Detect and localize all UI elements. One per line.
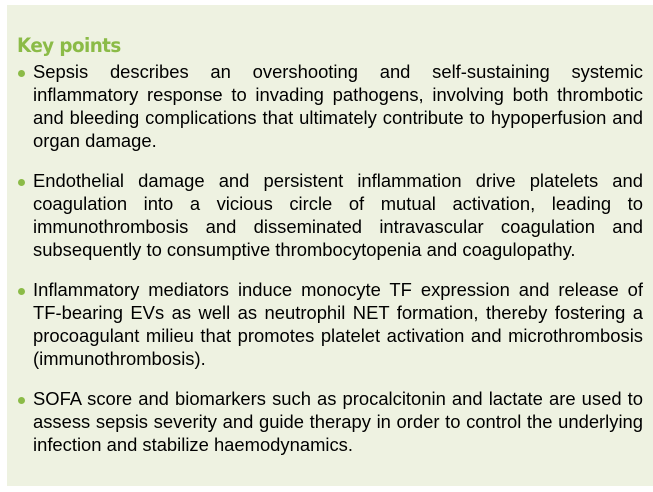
bullet-icon — [18, 179, 25, 186]
key-point-item: SOFA score and biomarkers such as procal… — [17, 387, 643, 456]
key-points-heading: Key points — [17, 34, 121, 57]
key-point-item: Sepsis describes an overshooting and sel… — [17, 60, 643, 152]
key-point-item: Endothelial damage and persistent inflam… — [17, 169, 643, 261]
bullet-icon — [18, 288, 25, 295]
key-points-box: Key points Sepsis describes an overshoot… — [7, 5, 653, 486]
key-point-item: Inflammatory mediators induce monocyte T… — [17, 278, 643, 370]
bullet-icon — [18, 397, 25, 404]
key-point-text: Sepsis describes an overshooting and sel… — [33, 61, 643, 151]
bullet-icon — [18, 70, 25, 77]
key-point-text: Inflammatory mediators induce monocyte T… — [33, 279, 643, 369]
key-points-list: Sepsis describes an overshooting and sel… — [17, 60, 643, 456]
key-point-text: SOFA score and biomarkers such as procal… — [33, 388, 643, 455]
key-point-text: Endothelial damage and persistent inflam… — [33, 170, 643, 260]
